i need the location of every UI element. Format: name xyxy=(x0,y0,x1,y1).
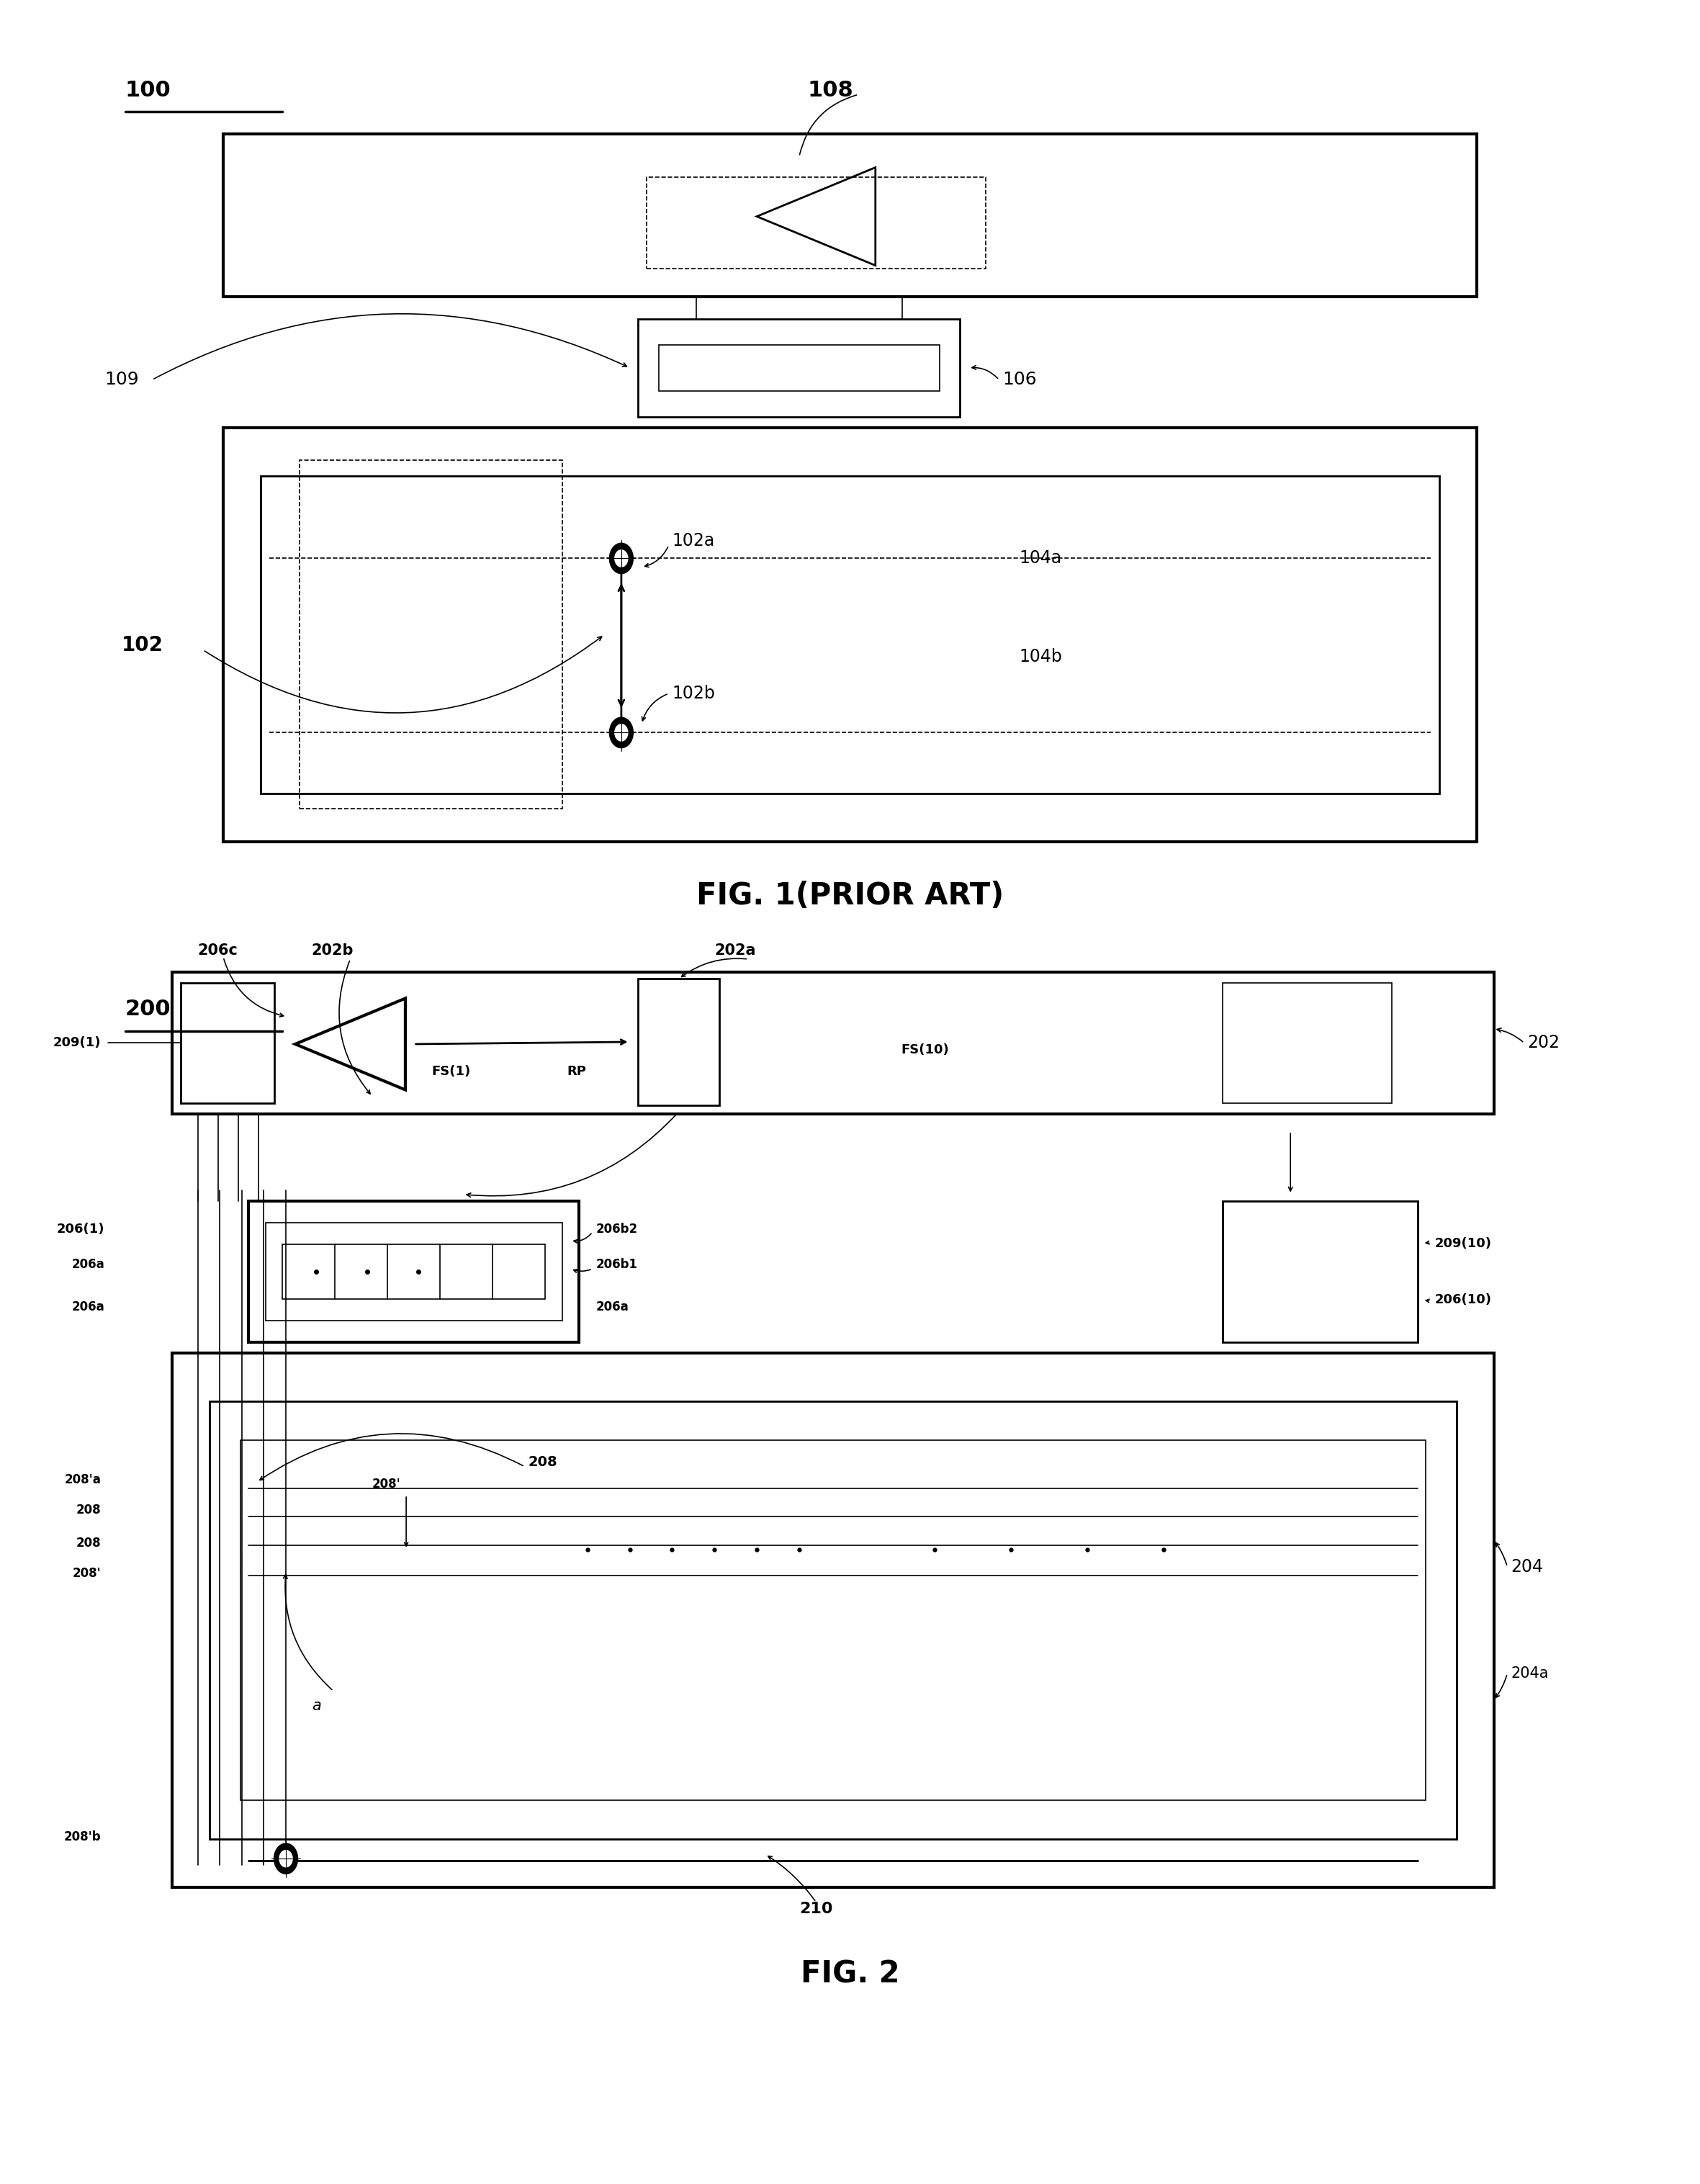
Text: 102: 102 xyxy=(122,636,163,655)
Bar xyxy=(260,476,1440,793)
Bar xyxy=(299,461,563,808)
Text: FIG. 1(PRIOR ART): FIG. 1(PRIOR ART) xyxy=(697,880,1003,911)
Text: 109: 109 xyxy=(105,371,139,389)
Text: 208': 208' xyxy=(73,1566,102,1579)
Text: 206a: 206a xyxy=(71,1302,105,1313)
Bar xyxy=(223,428,1477,841)
Text: 206b2: 206b2 xyxy=(597,1223,638,1236)
Circle shape xyxy=(279,1850,292,1867)
Circle shape xyxy=(274,1843,298,1874)
Circle shape xyxy=(610,544,632,574)
Text: a: a xyxy=(311,1699,321,1714)
Bar xyxy=(638,319,960,417)
Text: 206b1: 206b1 xyxy=(597,1258,638,1271)
Text: 204: 204 xyxy=(1511,1557,1544,1575)
Bar xyxy=(265,1223,563,1321)
Text: FIG. 2: FIG. 2 xyxy=(801,1959,899,1990)
Text: 202a: 202a xyxy=(714,943,756,957)
Bar xyxy=(248,1201,580,1343)
Text: FS(10): FS(10) xyxy=(901,1044,949,1057)
Circle shape xyxy=(615,550,627,568)
Text: 208': 208' xyxy=(372,1479,401,1489)
Text: 210: 210 xyxy=(799,1902,833,1915)
Bar xyxy=(180,983,274,1103)
Bar xyxy=(1222,1201,1418,1343)
Text: 208: 208 xyxy=(529,1455,558,1470)
Text: 209(1): 209(1) xyxy=(53,1037,102,1051)
Text: 208: 208 xyxy=(76,1505,102,1516)
Bar xyxy=(172,1354,1494,1887)
Text: 202: 202 xyxy=(1528,1035,1561,1053)
Bar xyxy=(658,345,940,391)
Text: 206(10): 206(10) xyxy=(1435,1293,1491,1306)
Bar xyxy=(646,177,986,269)
Text: 200: 200 xyxy=(126,998,170,1020)
Bar xyxy=(282,1245,546,1299)
Text: 104b: 104b xyxy=(1020,649,1062,666)
Text: 204a: 204a xyxy=(1511,1666,1549,1682)
Bar xyxy=(223,133,1477,297)
Bar xyxy=(1222,983,1392,1103)
Circle shape xyxy=(610,716,632,747)
Text: 102a: 102a xyxy=(672,533,714,550)
Text: 102b: 102b xyxy=(672,686,716,701)
Text: 202b: 202b xyxy=(311,943,354,957)
Text: 208'b: 208'b xyxy=(65,1830,102,1843)
Text: 108: 108 xyxy=(808,79,853,100)
Text: 209(10): 209(10) xyxy=(1435,1236,1491,1249)
Circle shape xyxy=(615,725,627,740)
Text: FS(1): FS(1) xyxy=(432,1066,471,1077)
Text: 206a: 206a xyxy=(71,1258,105,1271)
Bar xyxy=(209,1402,1457,1839)
Text: 208'a: 208'a xyxy=(65,1474,102,1485)
Text: 206c: 206c xyxy=(197,943,238,957)
Text: 206a: 206a xyxy=(597,1302,629,1313)
Bar xyxy=(172,972,1494,1114)
Bar xyxy=(240,1441,1426,1800)
Bar xyxy=(638,978,719,1105)
Text: 104a: 104a xyxy=(1020,550,1062,568)
Text: 100: 100 xyxy=(126,79,172,100)
Text: 206(1): 206(1) xyxy=(56,1223,105,1236)
Text: RP: RP xyxy=(568,1066,586,1077)
Text: 106: 106 xyxy=(1003,371,1037,389)
Text: 208: 208 xyxy=(76,1535,102,1548)
